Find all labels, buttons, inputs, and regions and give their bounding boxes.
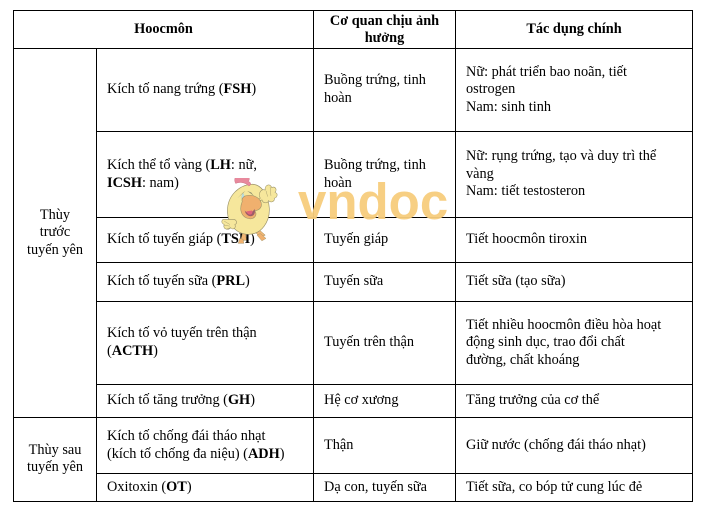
svg-text:vndoc: vndoc: [298, 178, 448, 230]
